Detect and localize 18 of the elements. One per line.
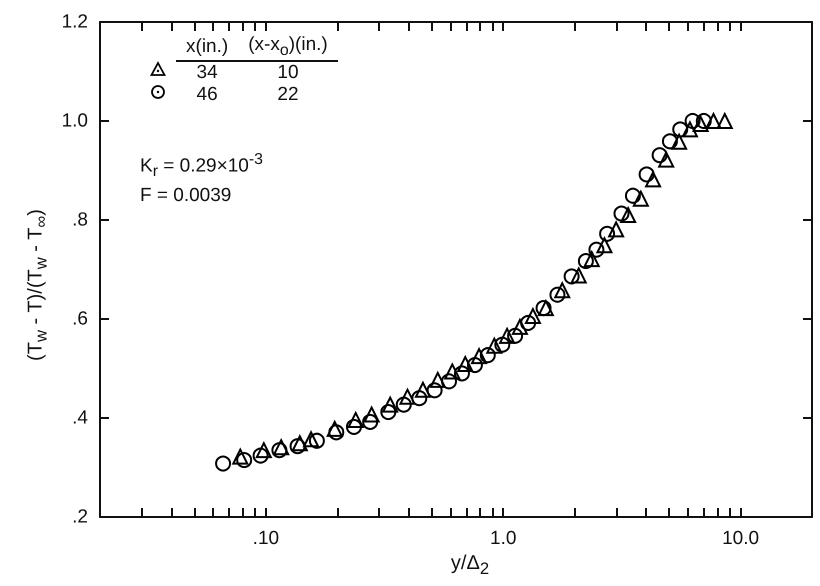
legend-label: 34: [196, 60, 219, 84]
x-tick-label: .10: [252, 528, 280, 549]
legend-label: 46: [196, 84, 219, 106]
legend-title: x(in.): [176, 34, 238, 61]
x-tick-label: 1.0: [490, 528, 516, 549]
y-tick-label: .4: [72, 408, 88, 428]
y-tick-label: .8: [72, 210, 88, 230]
x-tick-label: 10.0: [722, 528, 760, 549]
annotation: 22: [276, 84, 300, 106]
y-tick-label: 1.2: [62, 12, 88, 32]
annotation: (x-x$_{o}$)(in.): [238, 34, 338, 61]
y-tick-label: .6: [72, 308, 88, 330]
annotation: 10: [276, 60, 300, 84]
annotation: K$_{r}$ = 0.29×10$^{-3}$: [140, 150, 263, 182]
x-axis-title: y/Δ$_{2}$: [450, 552, 490, 579]
y-tick-label: 1.0: [62, 110, 88, 132]
y-tick-label: .2: [72, 506, 88, 528]
annotation: F = 0.0039: [140, 184, 232, 208]
